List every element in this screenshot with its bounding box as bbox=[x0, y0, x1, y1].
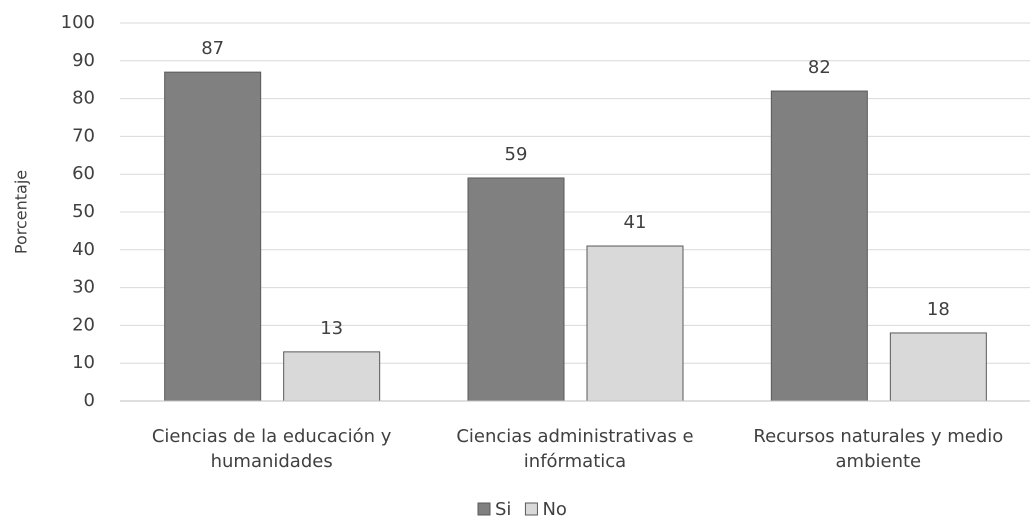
y-tick-label: 70 bbox=[72, 125, 95, 146]
x-tick-label: Ciencias administrativas e infórmatica bbox=[456, 426, 694, 472]
x-tick-label: Ciencias de la educación y humanidades bbox=[151, 426, 392, 472]
x-tick-label: Recursos naturales y medio ambiente bbox=[753, 426, 1004, 472]
y-tick-label: 50 bbox=[72, 201, 95, 222]
legend-swatch bbox=[524, 502, 538, 516]
bar bbox=[770, 90, 868, 402]
bar bbox=[467, 177, 565, 402]
y-tick-label: 90 bbox=[72, 50, 95, 71]
legend-swatch bbox=[477, 502, 491, 516]
bar bbox=[283, 351, 381, 402]
bar bbox=[586, 245, 684, 402]
data-label: 82 bbox=[808, 57, 831, 78]
data-label: 13 bbox=[320, 318, 343, 339]
y-tick-label: 40 bbox=[72, 239, 95, 260]
legend-label: Si bbox=[495, 499, 511, 519]
bar bbox=[164, 71, 262, 402]
data-label: 18 bbox=[927, 299, 950, 320]
data-label: 87 bbox=[201, 38, 224, 59]
data-label: 41 bbox=[624, 212, 647, 233]
data-label: 59 bbox=[505, 144, 528, 165]
y-axis-label: Porcentaje bbox=[12, 170, 31, 254]
bar bbox=[889, 332, 987, 402]
y-tick-label: 100 bbox=[61, 12, 95, 33]
y-tick-label: 0 bbox=[84, 390, 95, 411]
legend-label: No bbox=[542, 499, 566, 519]
y-tick-label: 20 bbox=[72, 314, 95, 335]
y-tick-label: 60 bbox=[72, 163, 95, 184]
y-tick-label: 10 bbox=[72, 352, 95, 373]
y-tick-label: 80 bbox=[72, 88, 95, 109]
y-tick-label: 30 bbox=[72, 277, 95, 298]
